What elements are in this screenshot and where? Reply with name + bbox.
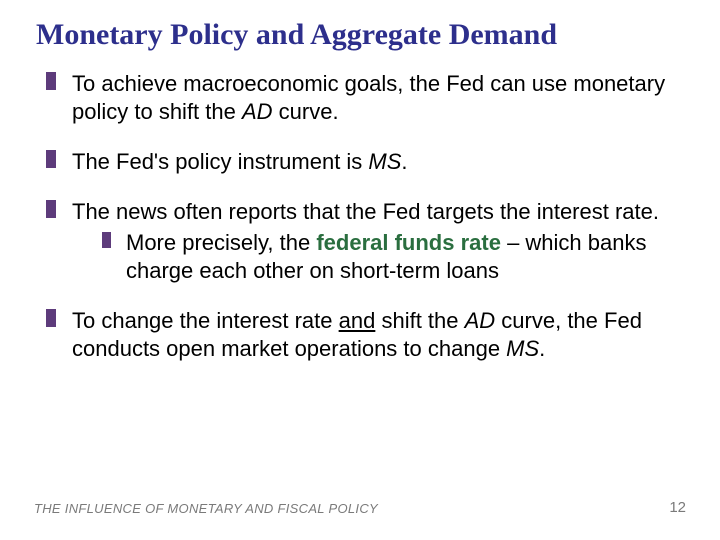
bullet-2: The Fed's policy instrument is MS. (46, 148, 684, 176)
bullet-3: The news often reports that the Fed targ… (46, 198, 684, 284)
bullet-2-text-a: The Fed's policy instrument is (72, 149, 368, 174)
slide-title: Monetary Policy and Aggregate Demand (36, 18, 684, 52)
bullet-1-text-a: To achieve macroeconomic goals, the Fed … (72, 71, 665, 124)
bullet-1: To achieve macroeconomic goals, the Fed … (46, 70, 684, 126)
bullet-1-text-b: curve. (273, 99, 339, 124)
sub-bullet-1-bold: federal funds rate (316, 230, 501, 255)
slide: Monetary Policy and Aggregate Demand To … (0, 0, 720, 540)
footer-text: THE INFLUENCE OF MONETARY AND FISCAL POL… (34, 501, 378, 516)
bullet-2-text-b: . (401, 149, 407, 174)
bullet-4-d: . (539, 336, 545, 361)
sub-bullet-1: More precisely, the federal funds rate –… (102, 229, 684, 285)
bullet-4-ad: AD (465, 308, 496, 333)
bullet-1-ad: AD (242, 99, 273, 124)
bullet-4-a: To change the interest rate (72, 308, 339, 333)
bullet-list: To achieve macroeconomic goals, the Fed … (36, 70, 684, 363)
bullet-4-b: shift the (375, 308, 464, 333)
bullet-4-ms: MS (506, 336, 539, 361)
bullet-4: To change the interest rate and shift th… (46, 307, 684, 363)
sub-bullet-1-a: More precisely, the (126, 230, 316, 255)
page-number: 12 (669, 499, 686, 516)
sub-bullet-list: More precisely, the federal funds rate –… (72, 229, 684, 285)
bullet-2-ms: MS (368, 149, 401, 174)
bullet-4-and: and (339, 308, 376, 333)
bullet-3-line: The news often reports that the Fed targ… (72, 199, 659, 224)
